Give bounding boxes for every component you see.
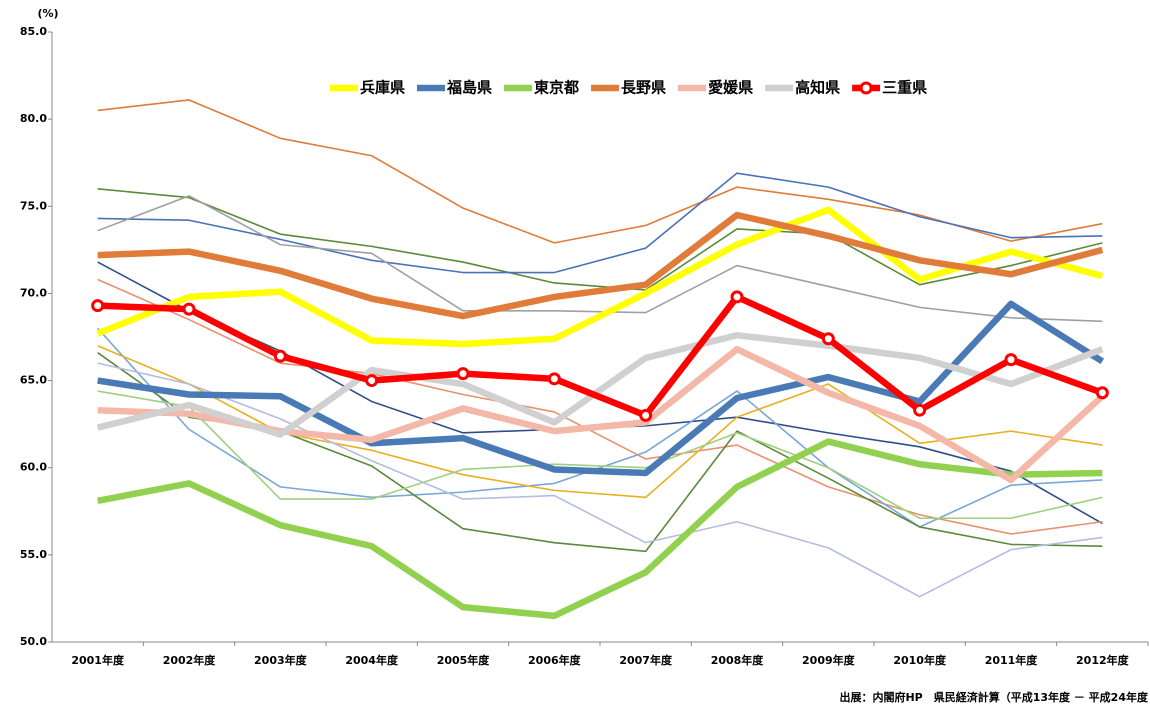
series-line bbox=[97, 438, 1103, 620]
background-line bbox=[97, 195, 1103, 323]
background-line bbox=[97, 344, 1103, 499]
series-marker bbox=[639, 408, 653, 422]
x-tick-label: 2010年度 bbox=[893, 653, 947, 667]
series-marker bbox=[730, 290, 744, 304]
y-tick-label: 75.0 bbox=[20, 199, 47, 212]
x-tick-label: 2006年度 bbox=[528, 653, 582, 667]
legend-label: 三重県 bbox=[882, 79, 927, 97]
series-marker bbox=[547, 372, 561, 386]
legend-marker bbox=[859, 81, 873, 95]
background-line bbox=[97, 390, 1103, 520]
series-line bbox=[96, 332, 1104, 438]
legend-label: 東京都 bbox=[534, 79, 579, 97]
legend-label: 兵庫県 bbox=[360, 79, 405, 97]
legend-label: 長野県 bbox=[621, 79, 666, 97]
background-line bbox=[97, 188, 1103, 291]
series-line bbox=[96, 206, 1104, 348]
series-marker bbox=[365, 374, 379, 388]
legend-label: 愛媛県 bbox=[708, 79, 753, 97]
x-tick-label: 2003年度 bbox=[254, 653, 308, 667]
y-tick-label: 70.0 bbox=[20, 286, 47, 299]
series-marker bbox=[1095, 386, 1109, 400]
x-tick-label: 2011年度 bbox=[985, 653, 1039, 667]
y-tick-label: 85.0 bbox=[20, 25, 47, 38]
x-tick-label: 2012年度 bbox=[1076, 653, 1130, 667]
series-line bbox=[97, 300, 1105, 477]
x-tick-label: 2005年度 bbox=[437, 653, 491, 667]
y-tick-label: 65.0 bbox=[20, 374, 47, 387]
x-tick-label: 2009年度 bbox=[802, 653, 856, 667]
series-marker bbox=[1004, 353, 1018, 367]
x-tick-label: 2001年度 bbox=[71, 653, 125, 667]
x-tick-label: 2007年度 bbox=[619, 653, 673, 667]
background-line bbox=[97, 362, 1103, 598]
series-marker bbox=[821, 332, 835, 346]
x-tick-label: 2002年度 bbox=[163, 653, 217, 667]
source-note: 出展：内閣府HP 県民経済計算（平成13年度 － 平成24年度 bbox=[839, 690, 1149, 704]
legend-label: 福島県 bbox=[446, 79, 492, 97]
series-marker bbox=[456, 367, 470, 381]
y-tick-label: 80.0 bbox=[20, 112, 47, 125]
series-line bbox=[97, 211, 1104, 320]
series-marker bbox=[91, 299, 105, 313]
y-tick-label: 55.0 bbox=[20, 548, 47, 561]
series-marker bbox=[913, 403, 927, 417]
background-line bbox=[97, 327, 1103, 528]
background-line bbox=[97, 99, 1103, 244]
series-marker bbox=[273, 349, 287, 363]
y-tick-label: 60.0 bbox=[20, 461, 47, 474]
x-tick-label: 2008年度 bbox=[711, 653, 765, 667]
series-line bbox=[97, 293, 1104, 419]
y-tick-label: 50.0 bbox=[20, 635, 47, 648]
legend-label: 高知県 bbox=[795, 79, 840, 97]
background-line bbox=[97, 172, 1103, 274]
series-marker bbox=[182, 302, 196, 316]
y-unit: (%) bbox=[37, 7, 58, 20]
x-tick-label: 2004年度 bbox=[345, 653, 399, 667]
